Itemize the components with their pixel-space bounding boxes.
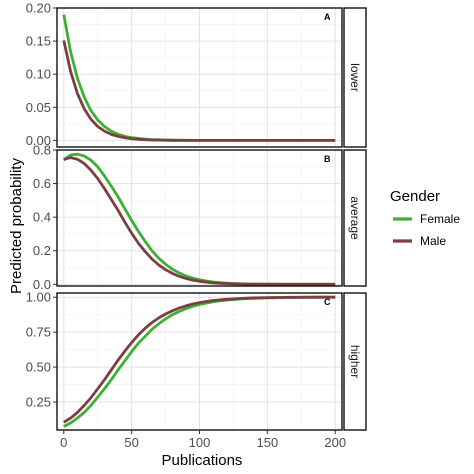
y-tick-label: 0.6	[33, 176, 51, 191]
y-tick-label: 0.00	[26, 133, 51, 148]
panels-layer: 0.000.050.100.150.20Alower0.00.20.40.60.…	[26, 1, 367, 450]
legend-label: Female	[420, 212, 460, 226]
strip-box	[343, 7, 367, 148]
y-tick-label: 0.0	[33, 277, 51, 292]
y-tick-label: 0.05	[26, 100, 51, 115]
y-tick-label: 0.25	[26, 395, 51, 410]
y-tick-label: 0.75	[26, 325, 51, 340]
panel-border	[56, 7, 343, 148]
y-tick-label: 1.00	[26, 290, 51, 305]
strip-label: higher	[348, 345, 362, 378]
legend-title: Gender	[390, 188, 440, 205]
strip-box	[343, 292, 367, 431]
x-axis-title: Publications	[162, 452, 243, 469]
y-tick-label: 0.2	[33, 243, 51, 258]
series-line-male	[63, 156, 336, 286]
panel-border	[56, 149, 343, 287]
strip-label: lower	[348, 63, 362, 92]
y-axis-title: Predicted probability	[8, 158, 25, 294]
x-tick-label: 100	[189, 435, 211, 450]
x-tick-label: 50	[124, 435, 138, 450]
strip-box	[343, 149, 367, 287]
legend-entry-female: Female	[393, 212, 460, 226]
strip-label: average	[348, 196, 362, 240]
panel-letter: C	[324, 297, 331, 307]
y-tick-label: 0.4	[33, 210, 51, 225]
y-tick-label: 0.50	[26, 360, 51, 375]
x-tick-label: 200	[324, 435, 346, 450]
panel-letter: A	[324, 12, 331, 22]
legend-entry-male: Male	[393, 234, 446, 248]
y-tick-label: 0.15	[26, 34, 51, 49]
panel-letter: B	[324, 154, 331, 164]
legend: Gender Female Male	[390, 188, 460, 248]
series-line-male	[62, 40, 336, 142]
y-tick-label: 0.8	[33, 143, 51, 158]
x-axis: 0 50 100 150 200	[60, 430, 346, 450]
x-tick-label: 150	[257, 435, 279, 450]
legend-entries: Female Male	[393, 212, 460, 248]
legend-label: Male	[420, 234, 446, 248]
series-line-male	[63, 295, 336, 424]
x-tick-label: 0	[60, 435, 67, 450]
y-tick-label: 0.10	[26, 67, 51, 82]
y-tick-label: 0.20	[26, 1, 51, 16]
